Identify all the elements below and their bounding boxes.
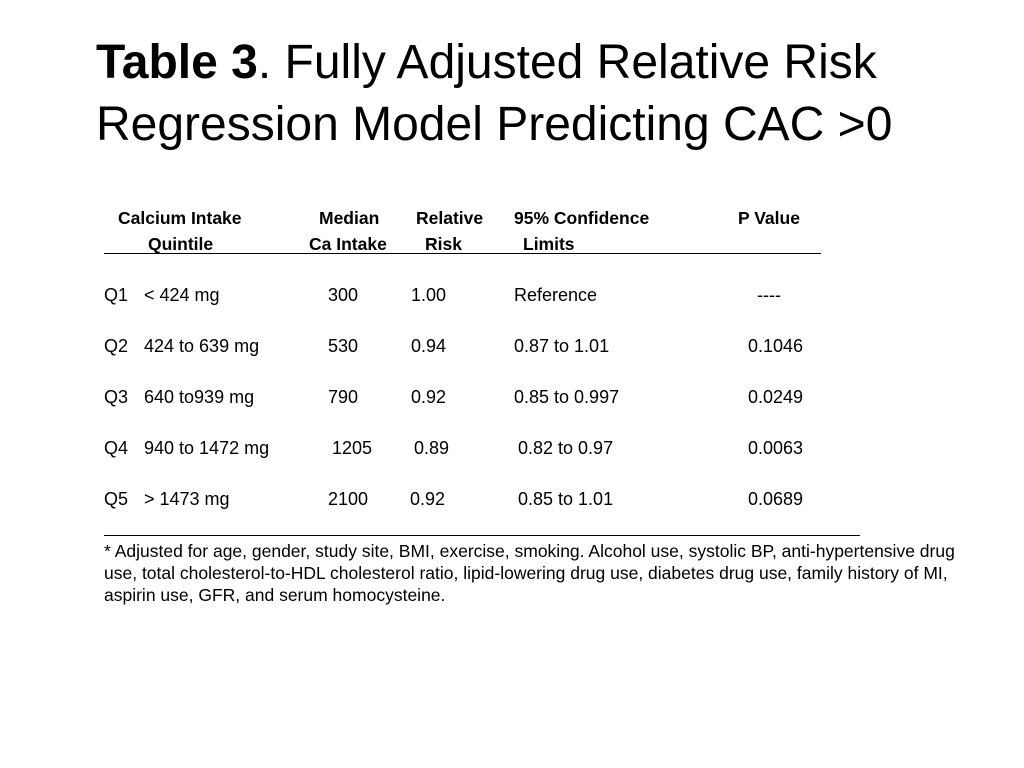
row-median: 790 [328,387,359,407]
table-bottom-rule [104,535,860,536]
row-relative-risk: 0.89 [414,438,450,458]
row-pvalue: 0.1046 [748,336,804,356]
header-limits: Limits [523,234,575,254]
row-confidence: Reference [514,285,598,305]
row-confidence: 0.85 to 0.997 [514,387,620,407]
row-confidence: 0.82 to 0.97 [518,438,614,458]
row-range: 424 to 639 mg [144,336,260,356]
row-relative-risk: 0.94 [411,336,447,356]
header-median: Median [319,208,380,228]
title-bold: Table 3 [96,36,258,89]
page-title: Table 3. Fully Adjusted Relative Risk Re… [96,32,976,156]
header-ca-intake: Ca Intake [309,234,387,254]
row-median: 2100 [328,489,369,509]
row-pvalue: 0.0063 [748,438,804,458]
row-pvalue: 0.0249 [748,387,804,407]
row-pvalue: 0.0689 [748,489,804,509]
row-range: 940 to 1472 mg [144,438,270,458]
header-pvalue: P Value [738,208,800,228]
footnote: * Adjusted for age, gender, study site, … [104,541,955,605]
row-confidence: 0.87 to 1.01 [514,336,610,356]
row-quintile: Q3 [104,387,129,407]
row-relative-risk: 0.92 [411,387,447,407]
header-calcium-intake: Calcium Intake [118,208,242,228]
header-underline [104,253,821,254]
title-rest: . Fully Adjusted Relative Risk Regressio… [96,36,893,151]
row-relative-risk: 0.92 [410,489,446,509]
row-quintile: Q2 [104,336,129,356]
header-quintile: Quintile [148,234,214,254]
row-median: 1205 [332,438,373,458]
row-median: 530 [328,336,359,356]
row-range: < 424 mg [144,285,220,305]
row-quintile: Q4 [104,438,129,458]
row-range: 640 to939 mg [144,387,255,407]
row-median: 300 [328,285,359,305]
row-quintile: Q5 [104,489,129,509]
header-risk: Risk [425,234,462,254]
header-relative: Relative [416,208,484,228]
row-quintile: Q1 [104,285,129,305]
header-confidence: 95% Confidence [514,208,650,228]
row-pvalue: ---- [757,285,781,305]
row-relative-risk: 1.00 [411,285,447,305]
row-confidence: 0.85 to 1.01 [518,489,614,509]
row-range: > 1473 mg [144,489,230,509]
